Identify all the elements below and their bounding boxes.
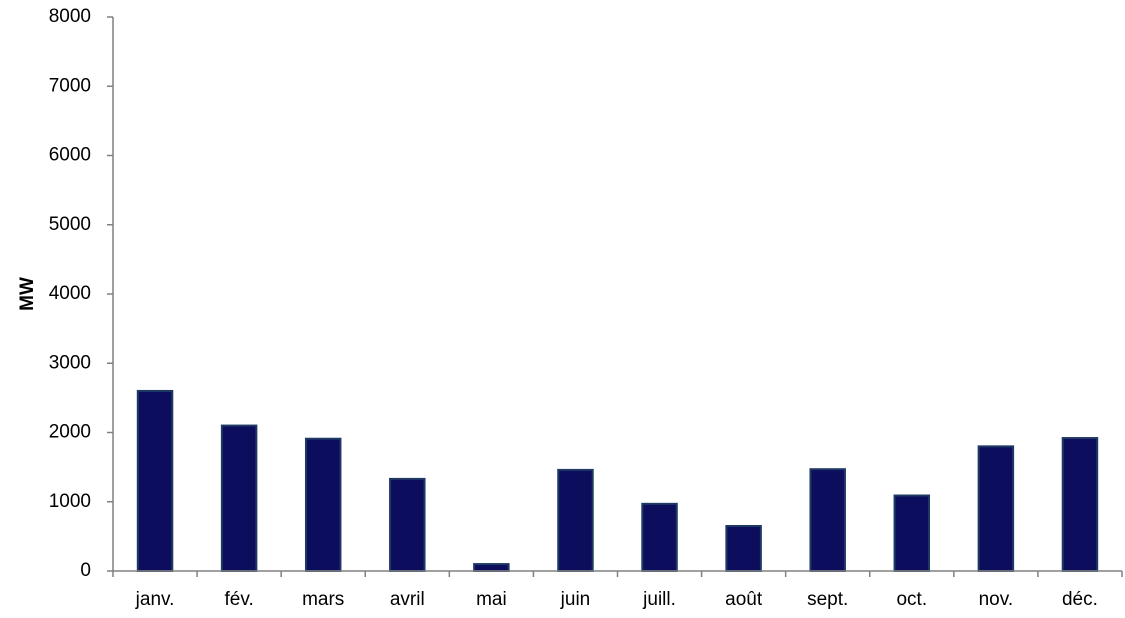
y-tick-label: 7000	[49, 75, 91, 96]
y-tick-label: 1000	[49, 491, 91, 512]
y-tick-label: 4000	[49, 283, 91, 304]
x-tick-label: sept.	[807, 589, 848, 610]
y-tick-label: 6000	[49, 145, 91, 166]
x-tick-label: août	[725, 589, 763, 610]
x-axis: janv. fév. mars avril mai juin juill. août sept.…	[112, 570, 1123, 610]
bar	[304, 437, 342, 573]
bar	[389, 477, 426, 572]
x-tick-label: déc.	[1062, 589, 1098, 610]
x-tick-label: oct.	[896, 589, 927, 610]
x-tick-label: fév.	[225, 589, 254, 610]
y-axis: 0 1000 2000 3000 4000 5000 6000 7000 8000	[49, 6, 114, 581]
bars	[136, 389, 1099, 573]
bar	[557, 468, 594, 572]
x-tick-label: janv.	[135, 589, 175, 610]
x-tick-label: juin	[560, 589, 591, 610]
y-tick-label: 0	[80, 560, 91, 581]
bar	[725, 524, 762, 572]
bar	[473, 563, 510, 573]
bar	[1061, 437, 1099, 573]
y-tick-label: 3000	[49, 352, 91, 373]
x-tick-label: juill.	[642, 589, 676, 610]
y-tick-label: 2000	[49, 422, 91, 443]
bar	[977, 445, 1015, 573]
x-tick-label: nov.	[979, 589, 1014, 610]
bar	[809, 468, 846, 573]
bar	[136, 389, 174, 573]
y-tick-label: 8000	[49, 6, 91, 27]
y-tick-label: 5000	[49, 214, 91, 235]
x-tick-label: avril	[390, 589, 425, 610]
bar	[641, 502, 678, 573]
y-axis-title: MW	[17, 277, 38, 311]
x-tick-label: mars	[302, 589, 344, 610]
x-tick-label: mai	[476, 589, 507, 610]
bar	[893, 494, 931, 572]
bar	[220, 424, 258, 573]
